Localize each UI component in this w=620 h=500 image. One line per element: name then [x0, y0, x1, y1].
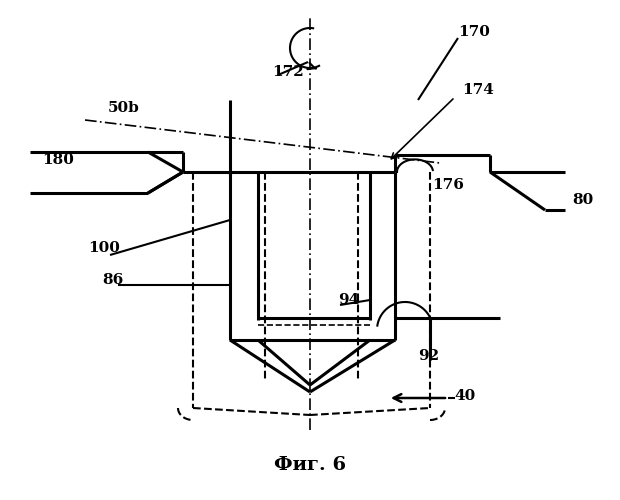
Text: 176: 176 — [432, 178, 464, 192]
Text: 174: 174 — [462, 83, 494, 97]
Text: 80: 80 — [572, 193, 593, 207]
Text: Фиг. 6: Фиг. 6 — [274, 456, 346, 474]
Text: 92: 92 — [418, 349, 439, 363]
Text: 100: 100 — [88, 241, 120, 255]
Text: 180: 180 — [42, 153, 74, 167]
Text: 170: 170 — [458, 25, 490, 39]
Text: 86: 86 — [102, 273, 123, 287]
Text: 50b: 50b — [108, 101, 140, 115]
Text: 40: 40 — [454, 389, 476, 403]
Text: 94: 94 — [338, 293, 359, 307]
Text: 172: 172 — [272, 65, 304, 79]
